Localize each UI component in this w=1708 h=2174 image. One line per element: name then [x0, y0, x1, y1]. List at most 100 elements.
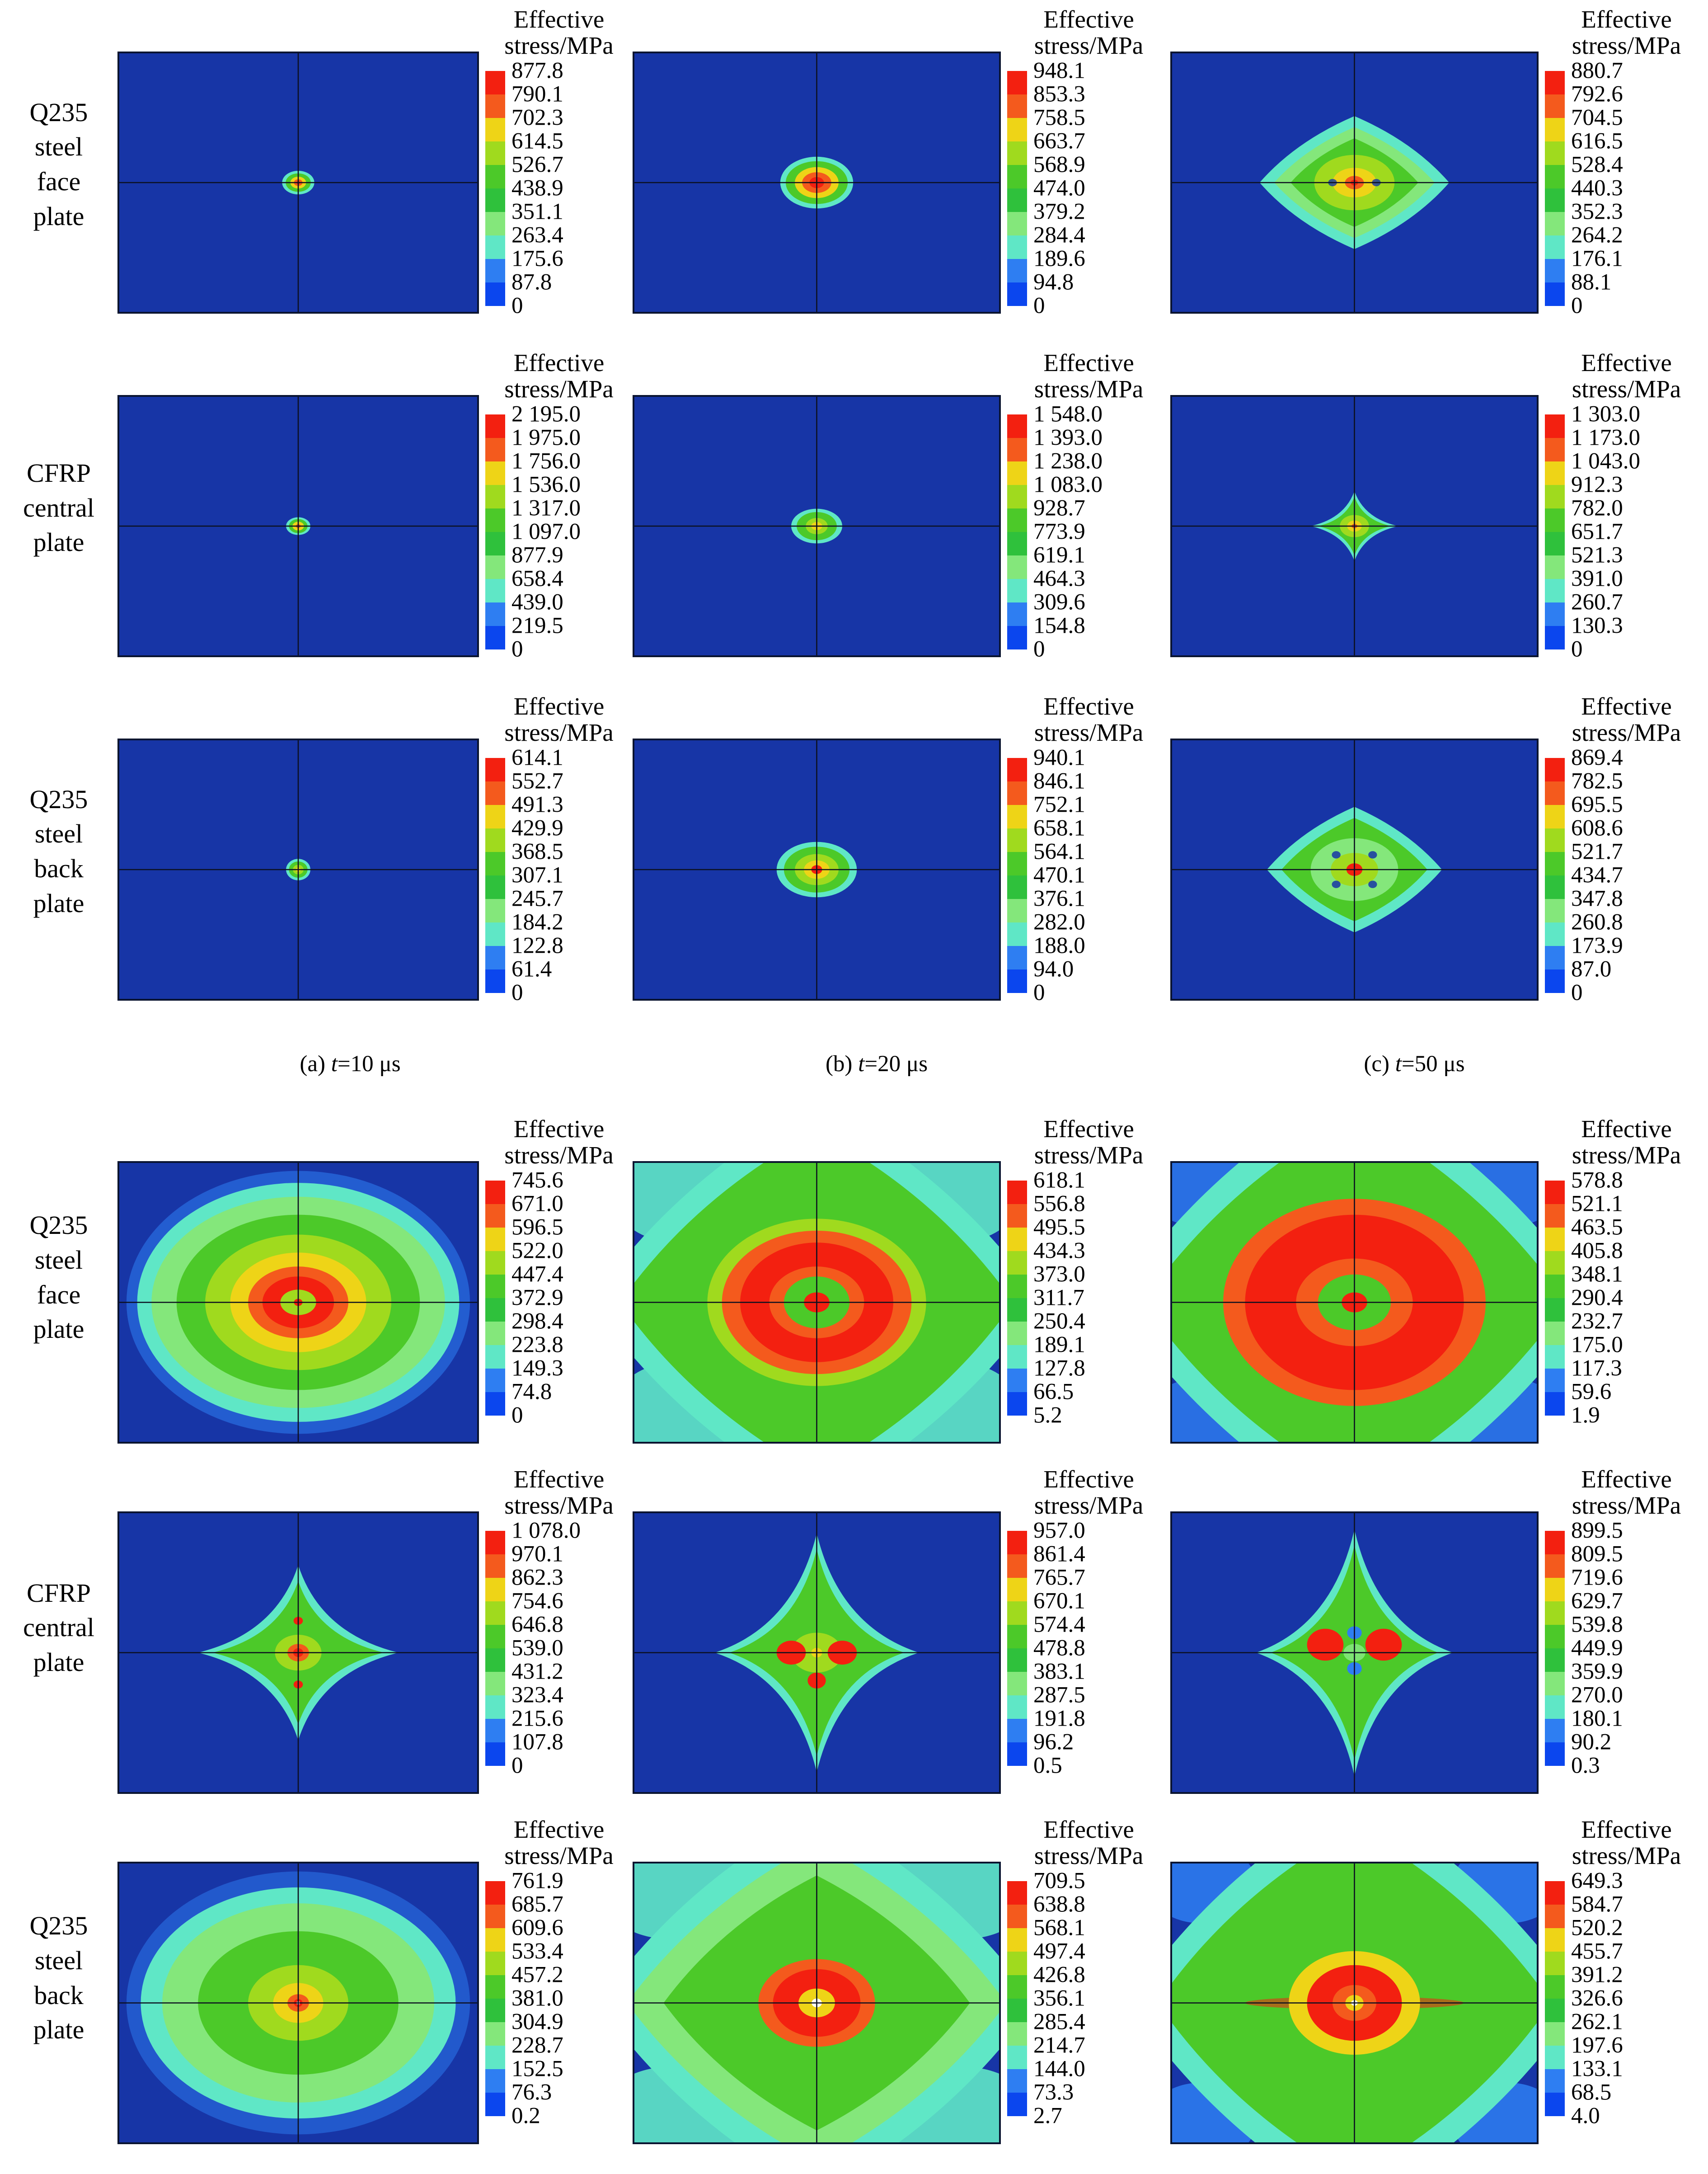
- colorbar-segment: [1545, 212, 1565, 235]
- colorbar-tick-value: 264.2: [1571, 222, 1623, 248]
- colorbar-tick-value: 260.8: [1571, 909, 1623, 935]
- colorbar-tick-value: 107.8: [511, 1729, 563, 1755]
- colorbar-tick-value: 880.7: [1571, 58, 1623, 84]
- colorbar-segment: [485, 1881, 505, 1905]
- colorbar-tick-value: 68.5: [1571, 2080, 1612, 2105]
- colorbar-segment: [1545, 461, 1565, 485]
- colorbar-segment: [1545, 2069, 1565, 2093]
- colorbar-tick-value: 326.6: [1571, 1986, 1623, 2011]
- colorbar-legend: Effective stress/MPa 745.6 671.0 596.5 522.0 4…: [479, 1115, 633, 1427]
- colorbar-title-line: Effective: [1581, 692, 1672, 720]
- colorbar-tick-value: 307.1: [511, 862, 563, 888]
- caption-prefix: (a): [300, 1051, 331, 1077]
- contour-plot: [1170, 52, 1539, 314]
- colorbar-title-line: stress/MPa: [1572, 1492, 1681, 1520]
- contour-plot-wrap: [117, 1511, 479, 1794]
- contour-cell-c-2: Effective stress/MPa 1 303.0 1 173.0 1 043.0…: [1170, 349, 1708, 693]
- colorbar-segment: [1007, 1624, 1027, 1648]
- colorbar-tick-value: 1 303.0: [1571, 401, 1640, 427]
- contour-plot-wrap: [117, 739, 479, 1001]
- colorbar-tick-value: 618.1: [1033, 1167, 1085, 1193]
- colorbar-tick-value: 232.7: [1571, 1308, 1623, 1334]
- colorbar-tick-value: 649.3: [1571, 1868, 1623, 1894]
- colorbar-segment: [485, 438, 505, 461]
- contour-plot-wrap: [633, 395, 1001, 657]
- colorbar-segment: [1545, 1577, 1565, 1601]
- caption-time-value: =20 μs: [864, 1051, 928, 1077]
- contour-plot: [633, 1161, 1001, 1444]
- colorbar-tick-value: 439.0: [511, 589, 563, 615]
- contour-plot-wrap: [1170, 1511, 1539, 1794]
- colorbar-body: 957.0 861.4 765.7 670.1 574.4 478.8 383.1 287.5…: [1007, 1519, 1170, 1777]
- colorbar-ticks: 940.1 846.1 752.1 658.1 564.1 470.1 376.1 282.0…: [1033, 746, 1170, 1004]
- colorbar-tick-value: 431.2: [511, 1659, 563, 1685]
- colorbar-body: 948.1 853.3 758.5 663.7 568.9 474.0 379.2 284.4…: [1007, 59, 1170, 317]
- colorbar-title-line: Effective: [513, 1465, 605, 1493]
- colorbar-tick-value: 1 548.0: [1033, 401, 1103, 427]
- colorbar-body: 869.4 782.5 695.5 608.6 521.7 434.7 347.8 260.8…: [1545, 746, 1708, 1004]
- colorbar-body: 578.8 521.1 463.5 405.8 348.1 290.4 232.7 175.0…: [1545, 1169, 1708, 1427]
- colorbar-ticks: 745.6 671.0 596.5 522.0 447.4 372.9 298.4 223.8…: [511, 1169, 633, 1427]
- colorbar-ticks: 1 078.0 970.1 862.3 754.6 646.8 539.0 431.2 323…: [511, 1519, 633, 1777]
- colorbar-tick-value: 658.1: [1033, 815, 1085, 841]
- colorbar-segment: [1007, 1742, 1027, 1766]
- caption-time-value: =50 μs: [1401, 1051, 1465, 1077]
- stress-contour-figure: Q235 steel face plate Effective stress/MPa 877…: [0, 6, 1708, 2174]
- colorbar-title-line: Effective: [1581, 5, 1672, 33]
- colorbar-tick-value: 282.0: [1033, 909, 1085, 935]
- colorbar-segment: [1007, 555, 1027, 579]
- colorbar-gradient: [485, 758, 505, 993]
- colorbar-segment: [485, 118, 505, 141]
- colorbar-tick-value: 1 317.0: [511, 495, 581, 521]
- colorbar-segment: [1545, 118, 1565, 141]
- colorbar-title-line: Effective: [1043, 1115, 1134, 1143]
- colorbar-segment: [485, 1554, 505, 1578]
- row-label-cfrp-central-plate: CFRP central plate: [0, 1466, 117, 1816]
- colorbar-tick-value: 2.7: [1033, 2103, 1062, 2129]
- colorbar-tick-value: 372.9: [511, 1285, 563, 1311]
- colorbar-tick-value: 2 195.0: [511, 401, 581, 427]
- contour-plot: [633, 395, 1001, 657]
- colorbar-segment: [485, 188, 505, 212]
- colorbar-segment: [1007, 1718, 1027, 1742]
- colorbar-title: Effective stress/MPa: [1545, 1466, 1708, 1519]
- colorbar-tick-value: 709.5: [1033, 1868, 1085, 1894]
- colorbar-title-line: Effective: [513, 1115, 605, 1143]
- colorbar-segment: [1007, 235, 1027, 259]
- contour-plot-wrap: [633, 1862, 1001, 2144]
- contour-cell-e-1: Effective stress/MPa 618.1 556.8 495.5 434.3 3…: [633, 1115, 1170, 1466]
- colorbar-title: Effective stress/MPa: [1007, 1115, 1170, 1169]
- colorbar-segment: [1545, 1274, 1565, 1298]
- colorbar-tick-value: 719.6: [1571, 1565, 1623, 1591]
- colorbar-tick-value: 434.7: [1571, 862, 1623, 888]
- colorbar-tick-value: 0: [511, 636, 523, 662]
- colorbar-segment: [1007, 1227, 1027, 1251]
- colorbar-title-line: Effective: [1581, 349, 1672, 376]
- colorbar-title-line: Effective: [1043, 1465, 1134, 1493]
- row-label-line: steel: [34, 1245, 83, 1275]
- colorbar-segment: [485, 1742, 505, 1766]
- colorbar-tick-value: 144.0: [1033, 2056, 1085, 2082]
- colorbar-body: 1 548.0 1 393.0 1 238.0 1 083.0 928.7 773.9 61…: [1007, 403, 1170, 661]
- colorbar-segment: [1007, 579, 1027, 602]
- caption-row: (d) t=100 μs(e) t=200 μs(f) t=300 μs: [0, 2167, 1708, 2174]
- row-label-line: plate: [33, 527, 84, 557]
- colorbar-tick-value: 899.5: [1571, 1518, 1623, 1543]
- colorbar-tick-value: 0: [1571, 980, 1583, 1006]
- caption-prefix: (c): [1364, 1051, 1395, 1077]
- colorbar-tick-value: 651.7: [1571, 519, 1623, 545]
- colorbar-tick-value: 376.1: [1033, 886, 1085, 912]
- colorbar-segment: [485, 1368, 505, 1392]
- colorbar-segment: [485, 969, 505, 993]
- colorbar-segment: [1545, 1530, 1565, 1554]
- colorbar-body: 877.8 790.1 702.3 614.5 526.7 438.9 351.1 263.4…: [485, 59, 633, 317]
- contour-cell-c-3: Effective stress/MPa 869.4 782.5 695.5 608.6 5…: [1170, 693, 1708, 1037]
- colorbar-segment: [485, 1951, 505, 1975]
- colorbar-segment: [485, 805, 505, 828]
- colorbar-title-line: stress/MPa: [1572, 719, 1681, 747]
- colorbar-tick-value: 792.6: [1571, 81, 1623, 107]
- colorbar-tick-value: 359.9: [1571, 1659, 1623, 1685]
- colorbar-tick-value: 87.8: [511, 269, 552, 295]
- colorbar-tick-value: 702.3: [511, 105, 563, 131]
- colorbar-segment: [1007, 1577, 1027, 1601]
